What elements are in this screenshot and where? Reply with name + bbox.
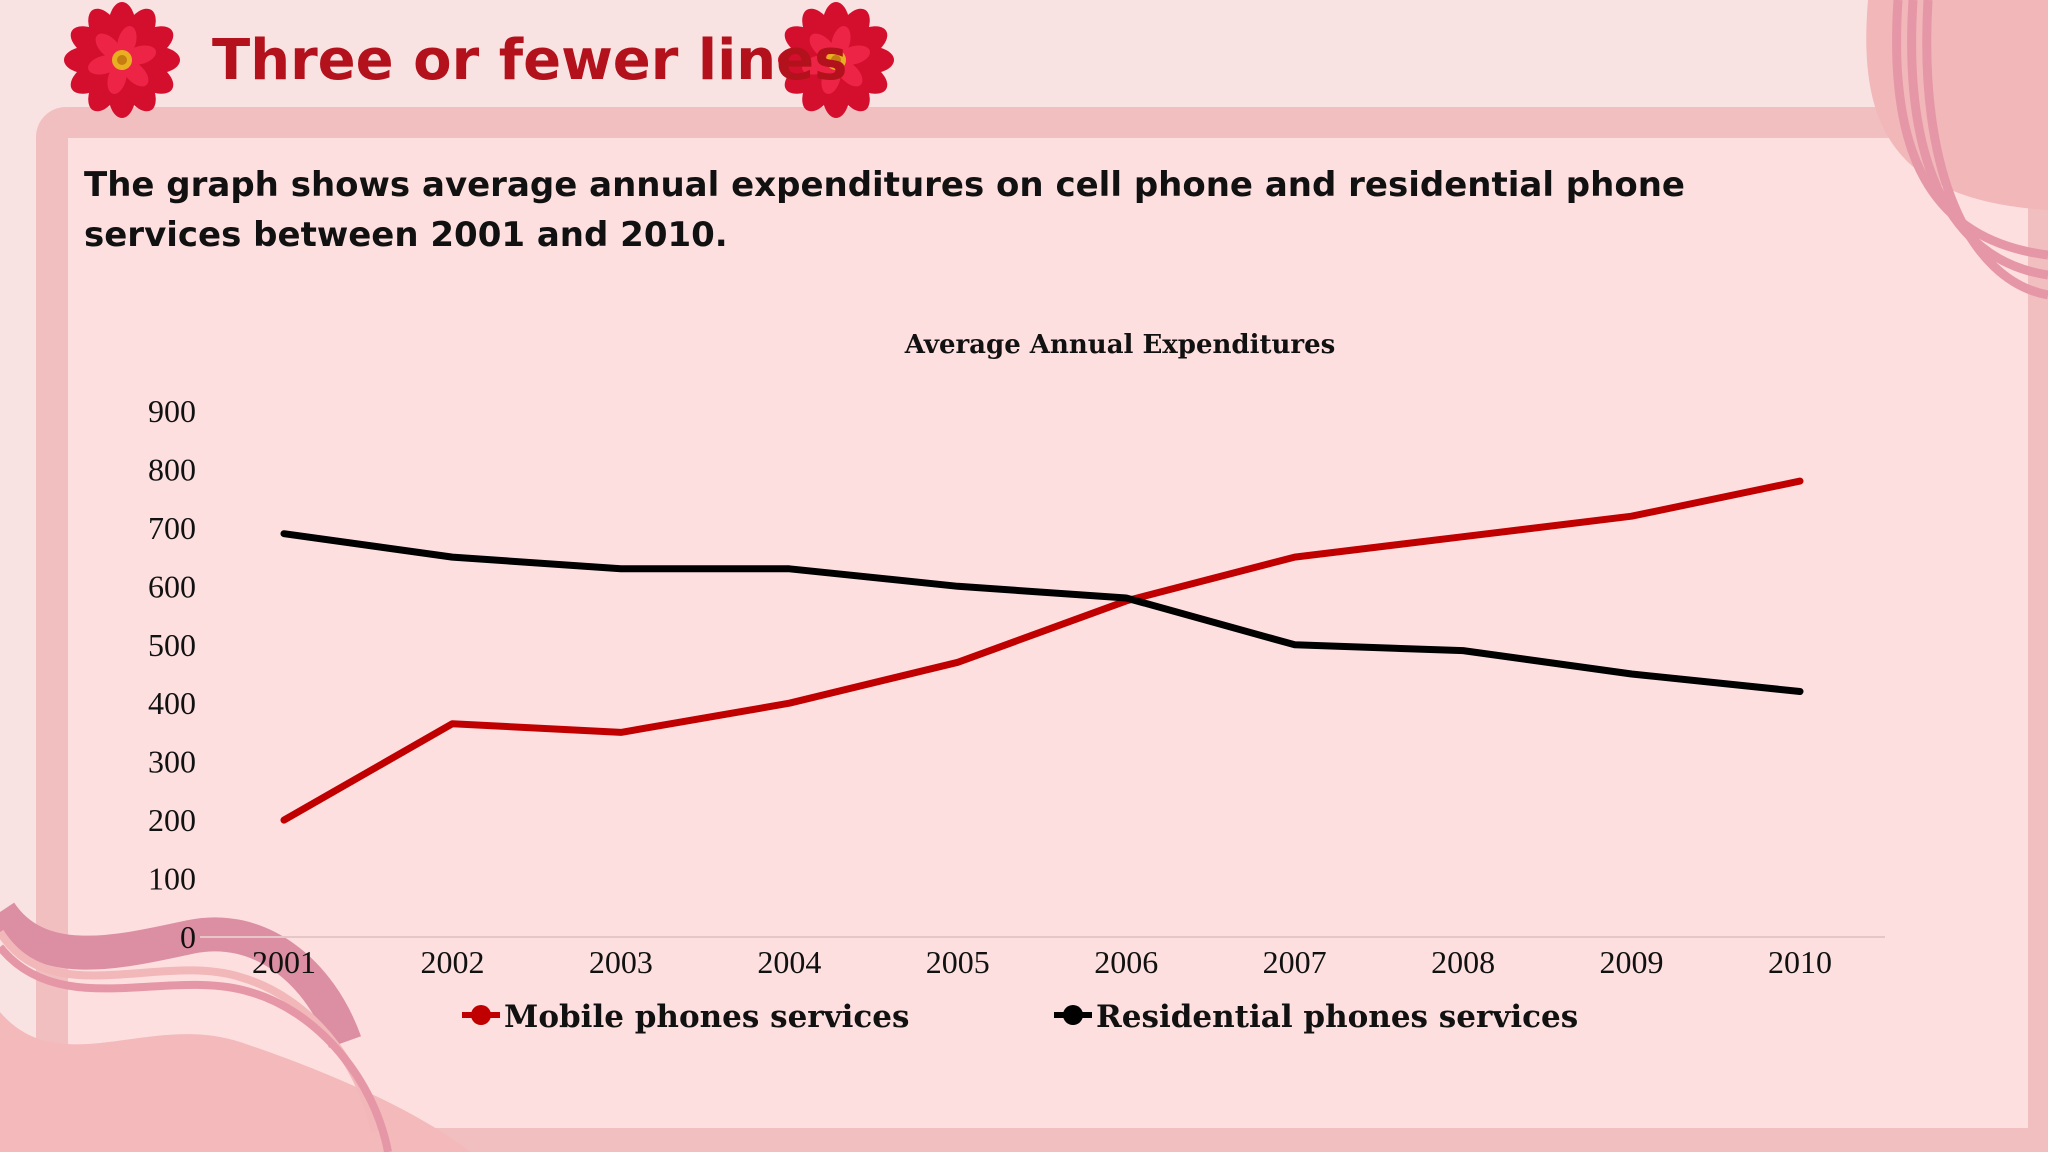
corner-wave-decoration [0, 901, 470, 1152]
y-tick-label: 900 [148, 393, 196, 429]
series-1-point [449, 554, 456, 561]
y-tick-label: 600 [148, 568, 196, 604]
x-tick-label: 2007 [1263, 944, 1327, 980]
y-tick-label: 200 [148, 802, 196, 838]
x-tick-label: 2001 [252, 944, 316, 980]
x-tick-label: 2010 [1768, 944, 1832, 980]
y-tick-label: 0 [180, 919, 196, 955]
series-1-point [1628, 671, 1635, 677]
x-tick-label: 2008 [1431, 944, 1495, 980]
series-0-point [1291, 554, 1298, 561]
red-flower-icon [64, 2, 180, 118]
series-0-point [449, 720, 456, 727]
legend-label-1: Residential phones services [1096, 999, 1578, 1035]
corner-swirl-decoration [1866, 0, 2048, 300]
chart-title: Average Annual Expenditures [904, 330, 1336, 360]
y-tick-label: 400 [148, 685, 196, 721]
legend-label-0: Mobile phones services [504, 999, 909, 1035]
series-0-point [617, 729, 624, 736]
series-1-point [617, 565, 624, 572]
x-tick-label: 2006 [1094, 944, 1158, 980]
series-1-point [1123, 595, 1130, 602]
series-0-point [281, 817, 287, 824]
x-tick-label: 2009 [1600, 944, 1664, 980]
slide-description: The graph shows average annual expenditu… [84, 165, 1685, 255]
chart-legend: Mobile phones services Residential phones… [462, 999, 1578, 1035]
series-1-point [786, 565, 793, 572]
y-tick-label: 700 [148, 510, 196, 546]
slide-title: Three or fewer lines [212, 28, 848, 93]
series-0-point [1460, 533, 1467, 540]
x-axis-ticks: 2001 2002 2003 2004 2005 2006 2007 2008 2009 2010 [252, 944, 1832, 980]
red-flower-icon [778, 2, 894, 118]
x-tick-label: 2003 [589, 944, 653, 980]
x-tick-label: 2004 [757, 944, 821, 980]
y-tick-label: 500 [148, 627, 196, 663]
series-0-point [786, 700, 793, 707]
series-line-0 [280, 477, 1804, 824]
y-tick-label: 800 [148, 451, 196, 487]
series-0-point [954, 659, 961, 666]
series-0-point [1628, 513, 1635, 520]
x-tick-label: 2005 [926, 944, 990, 980]
legend-marker-0 [471, 1005, 491, 1025]
series-1-point [954, 583, 961, 590]
series-line-1 [280, 530, 1804, 695]
series-1-point [281, 530, 287, 537]
legend-marker-1 [1063, 1005, 1083, 1025]
series-1-point [1460, 647, 1467, 654]
y-axis-ticks: 0 100 200 300 400 500 600 700 800 900 [148, 393, 196, 955]
x-tick-label: 2002 [420, 944, 484, 980]
y-tick-label: 100 [148, 861, 196, 897]
series-1-point [1797, 688, 1803, 695]
y-tick-label: 300 [148, 744, 196, 780]
series-1-point [1291, 641, 1298, 648]
series-lines [280, 477, 1804, 824]
series-0-point [1797, 478, 1803, 485]
